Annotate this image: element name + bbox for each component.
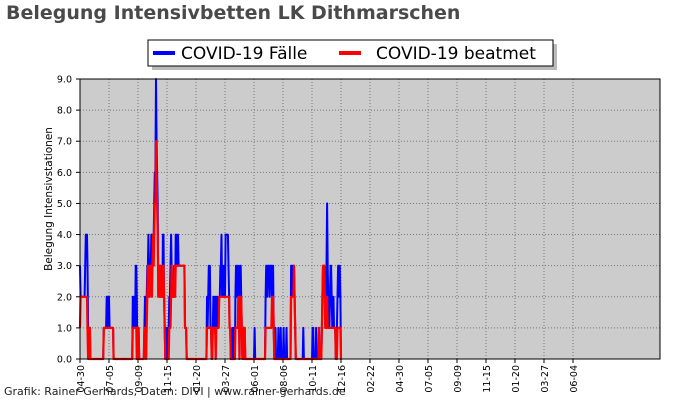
plot-area [80, 79, 660, 359]
x-tick-label: 09-09 [134, 365, 145, 393]
x-tick-label: 03-27 [221, 365, 232, 393]
y-tick-label: 2.0 [57, 292, 72, 303]
x-tick-label: 04-30 [76, 365, 87, 393]
x-tick-label: 11-15 [482, 365, 493, 393]
legend-label-1: COVID-19 Fälle [181, 44, 307, 64]
y-tick-label: 0.0 [57, 355, 72, 366]
x-tick-label: 07-05 [105, 365, 116, 393]
x-tick-label: 07-05 [424, 365, 435, 393]
legend-label-2: COVID-19 beatmet [376, 44, 536, 64]
y-axis: 0.0 1.0 2.0 3.0 4.0 5.0 6.0 7.0 8.0 9.0 [57, 75, 80, 366]
x-tick-label: 09-09 [453, 365, 464, 393]
x-tick-label: 12-16 [337, 365, 348, 393]
x-tick-label: 11-15 [163, 365, 174, 393]
x-tick-label: 06-01 [250, 365, 261, 393]
x-tick-label: 02-22 [366, 365, 377, 393]
y-tick-label: 6.0 [57, 168, 72, 179]
y-tick-label: 8.0 [57, 106, 72, 117]
credit-text: Grafik: Rainer Gerhards, Daten: DIVI | w… [4, 385, 346, 398]
x-tick-label: 03-27 [540, 365, 551, 393]
x-tick-label: 01-20 [511, 365, 522, 393]
y-tick-label: 1.0 [57, 323, 72, 334]
x-tick-label: 01-20 [192, 365, 203, 393]
x-tick-label: 10-11 [308, 365, 319, 393]
y-tick-label: 3.0 [57, 261, 72, 272]
x-tick-label: 04-30 [395, 365, 406, 393]
x-tick-label: 08-06 [279, 365, 290, 393]
legend: COVID-19 Fälle COVID-19 beatmet [147, 39, 557, 70]
y-tick-label: 7.0 [57, 137, 72, 148]
x-axis: 04-30 07-05 09-09 11-15 01-20 03-27 06-01 08-06… [76, 359, 580, 393]
y-tick-label: 5.0 [57, 199, 72, 210]
x-tick-label: 06-04 [569, 365, 580, 393]
y-tick-label: 4.0 [57, 230, 72, 241]
y-axis-label: Belegung Intensivstationen [43, 127, 55, 271]
y-tick-label: 9.0 [57, 75, 72, 86]
chart-title: Belegung Intensivbetten LK Dithmarschen [6, 2, 461, 24]
